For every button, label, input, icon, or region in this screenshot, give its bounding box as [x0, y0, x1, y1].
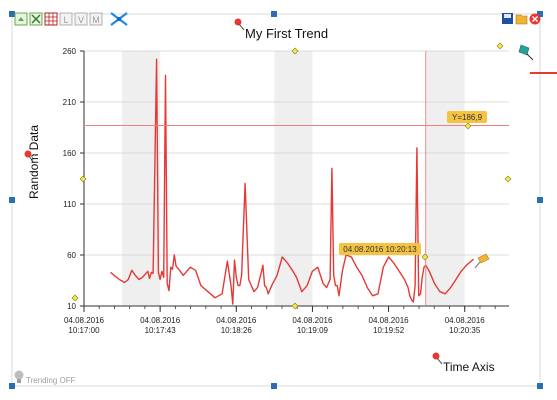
x-tick-date: 04.08.2016: [216, 316, 257, 325]
save-icon[interactable]: [502, 13, 513, 24]
selection-handles[interactable]: [9, 11, 543, 389]
bulb-icon: [14, 370, 24, 383]
grid-icon[interactable]: [44, 12, 58, 26]
x-tick-date: 04.08.2016: [64, 316, 105, 325]
y-tick-label: 160: [63, 149, 77, 158]
time-band: [426, 51, 465, 306]
time-band: [274, 51, 313, 306]
y-tick-label: 110: [63, 200, 76, 209]
x-tick-time: 10:17:00: [68, 326, 100, 335]
x-tick-date: 04.08.2016: [369, 316, 410, 325]
export-icon[interactable]: [14, 12, 28, 26]
x-ticks: 04.08.201610:17:0004.08.201610:17:4304.0…: [64, 306, 496, 335]
y-cursor-value: Y=186,9: [452, 113, 483, 122]
chart-title[interactable]: My First Trend: [234, 18, 329, 42]
V-icon-letter: V: [78, 15, 84, 25]
x-tick-date: 04.08.2016: [445, 316, 486, 325]
x-axis-title[interactable]: Time Axis: [432, 352, 495, 375]
x-cursor-label: 04.08.2016 10:20:13: [339, 243, 421, 255]
V-icon[interactable]: V: [74, 12, 88, 26]
M-icon-letter: M: [92, 15, 100, 25]
y-tick-label: 60: [67, 251, 76, 260]
time-bands: [122, 51, 465, 306]
cursor-mode-icon[interactable]: [110, 12, 128, 26]
trending-status-text: Trending OFF: [26, 376, 76, 385]
y-axis-title-text: Random Data: [27, 125, 41, 199]
x-tick-time: 10:17:43: [145, 326, 177, 335]
y-ticks: 10 60 110 160 210 260: [63, 47, 84, 311]
series-line[interactable]: [110, 58, 475, 305]
close-icon[interactable]: [529, 13, 541, 25]
pin-icon: [234, 18, 245, 31]
pin-icon[interactable]: [518, 44, 534, 61]
chart-title-text: My First Trend: [245, 26, 328, 41]
x-tick-time: 10:18:26: [221, 326, 253, 335]
toolbar-right: [502, 13, 541, 25]
y-axis-title[interactable]: Random Data: [24, 125, 42, 199]
L-icon-letter: L: [63, 15, 68, 25]
x-tick-time: 10:19:52: [373, 326, 405, 335]
fit-icon[interactable]: [29, 12, 43, 26]
y-tick-label: 10: [67, 302, 76, 311]
resize-diamonds[interactable]: [71, 42, 512, 310]
pin-icon[interactable]: [474, 253, 490, 269]
x-tick-time: 10:19:09: [297, 326, 329, 335]
M-icon[interactable]: M: [89, 12, 103, 26]
x-axis-title-text: Time Axis: [443, 360, 495, 374]
L-icon[interactable]: L: [59, 12, 73, 26]
pin-icon: [432, 352, 443, 365]
x-cursor-value: 04.08.2016 10:20:13: [343, 245, 417, 254]
y-cursor-label: Y=186,9: [447, 111, 487, 123]
x-tick-time: 10:20:35: [449, 326, 481, 335]
trending-status[interactable]: Trending OFF: [14, 370, 76, 386]
y-tick-label: 260: [63, 47, 77, 56]
pin-icon: [24, 150, 34, 163]
y-tick-label: 210: [63, 98, 77, 107]
x-tick-date: 04.08.2016: [140, 316, 181, 325]
x-tick-date: 04.08.2016: [292, 316, 333, 325]
open-icon[interactable]: [515, 14, 528, 25]
toolbar-left: L V M: [14, 12, 128, 26]
